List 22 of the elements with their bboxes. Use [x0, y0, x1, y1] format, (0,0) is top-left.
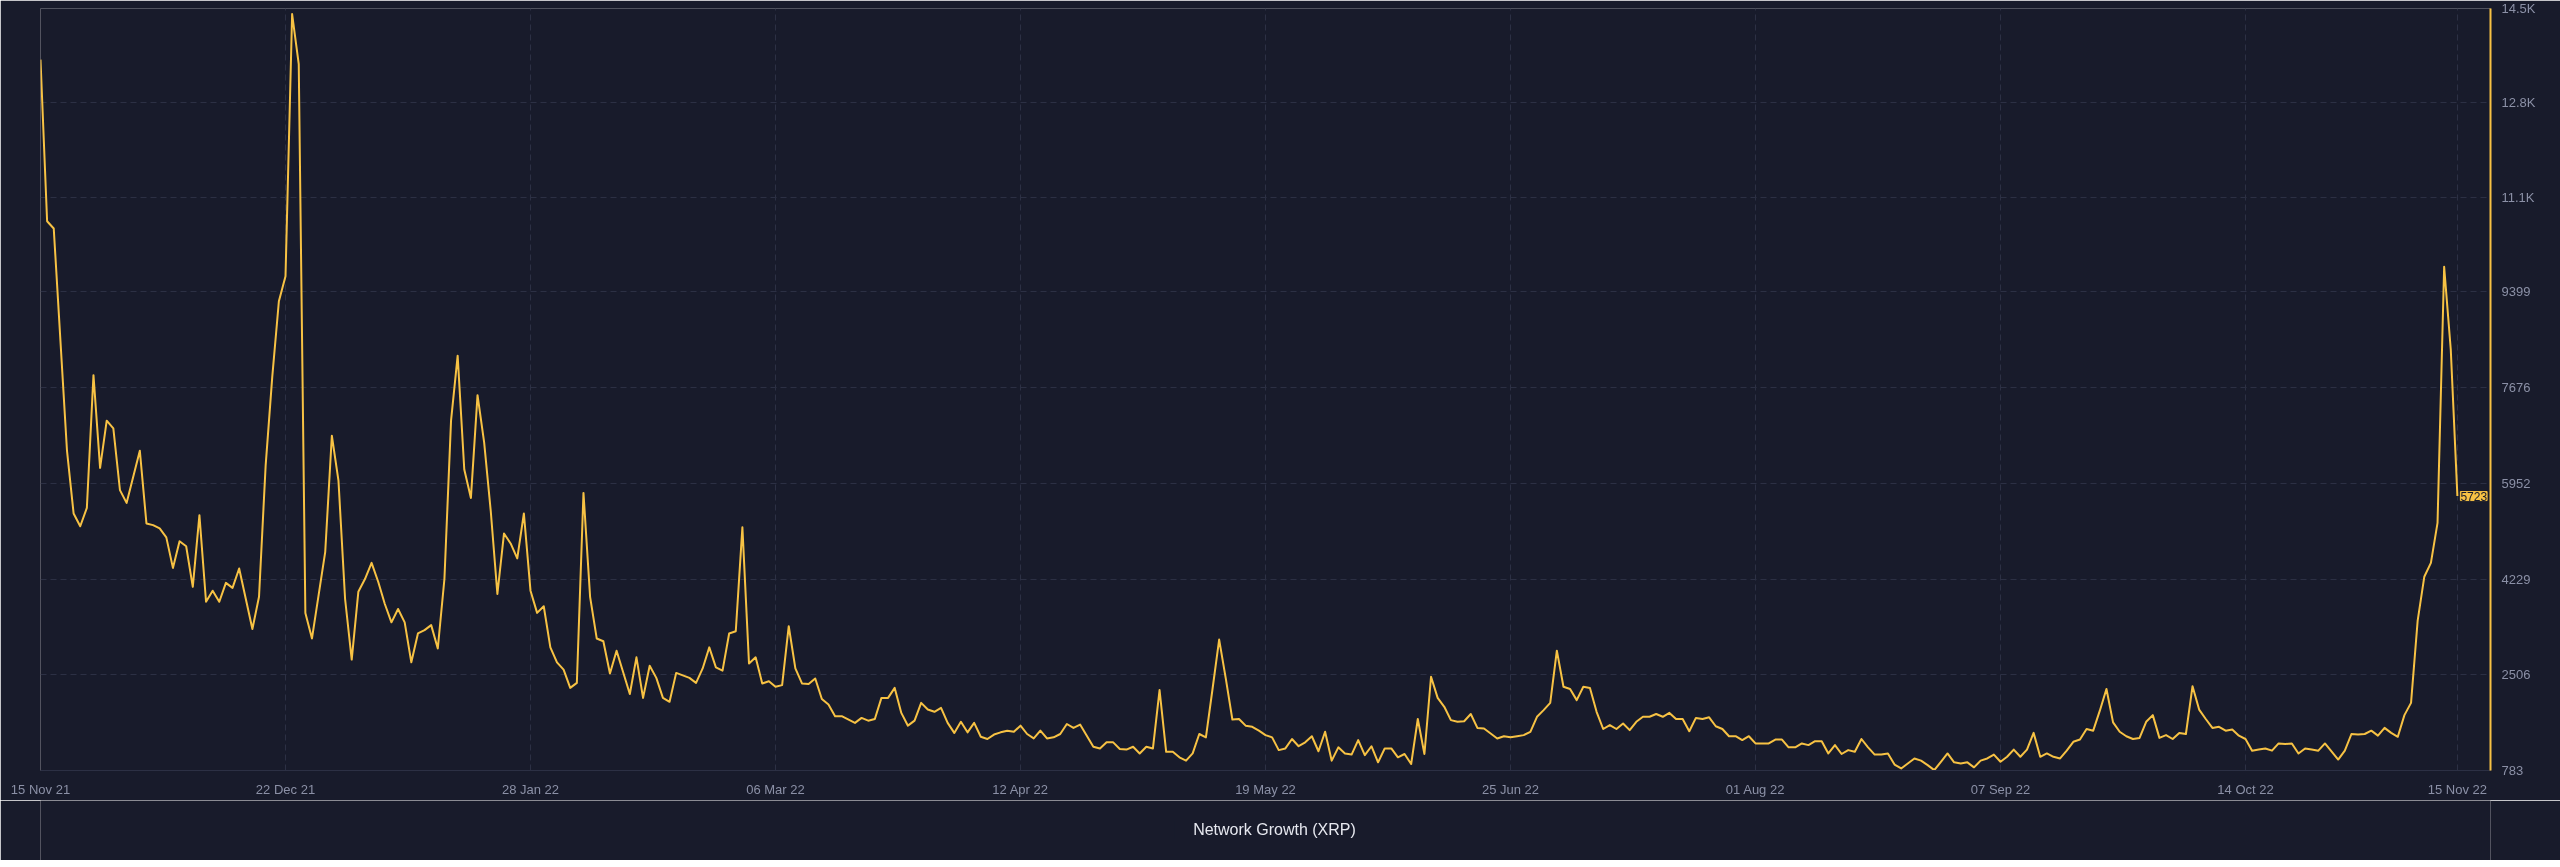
y-tick-label: 2506 — [2501, 667, 2531, 683]
x-tick-label: 01 Aug 22 — [1725, 781, 1785, 797]
text: Network Growth (XRP) — [1193, 821, 1356, 839]
x-tick-label: 19 May 22 — [1235, 781, 1296, 797]
y-tick-label: 5952 — [2501, 475, 2531, 491]
y-tick-label: 7676 — [2501, 380, 2531, 396]
y-tick-label: 4229 — [2501, 571, 2531, 587]
x-tick-label: 07 Sep 22 — [1970, 781, 2031, 797]
y-tick-label: 783 — [2501, 763, 2524, 778]
y-tick-label: 12.8K — [2501, 95, 2536, 111]
y-tick-label: 14.5K — [2501, 1, 2536, 16]
x-tick-label: 28 Jan 22 — [501, 781, 560, 797]
x-tick-label: 25 Jun 22 — [1481, 781, 1540, 797]
y-tick-label: 11.1K — [2501, 189, 2535, 205]
x-tick-label: 15 Nov 22 — [2427, 781, 2488, 797]
annotation: 5723 — [2460, 489, 2488, 504]
x-tick-label: 14 Oct 22 — [2217, 781, 2274, 797]
x-tick-label: 06 Mar 22 — [746, 781, 805, 797]
x-tick-label: 12 Apr 22 — [992, 781, 1048, 797]
y-tick-label: 9399 — [2501, 284, 2531, 300]
x-tick-label: 15 Nov 21 — [10, 781, 71, 797]
x-tick-label: 22 Dec 21 — [255, 781, 316, 797]
